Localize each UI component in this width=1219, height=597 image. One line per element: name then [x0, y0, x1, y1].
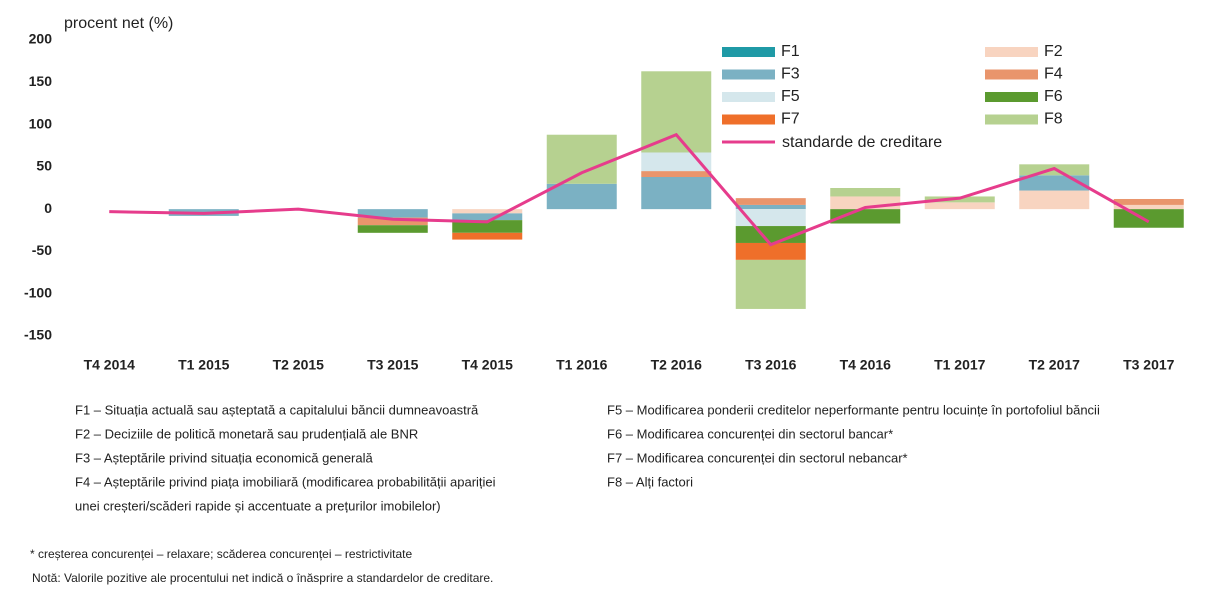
bar-segment: [735, 259, 806, 309]
y-tick-label: 100: [29, 115, 53, 131]
factor-note: F6 – Modificarea concurenței din sectoru…: [607, 426, 893, 441]
bar-segment: [1019, 190, 1090, 210]
bar-segment: [452, 213, 523, 221]
factor-note: F3 – Așteptările privind situația econom…: [75, 450, 373, 465]
bar-segment: [735, 242, 806, 260]
legend-swatch: [722, 114, 775, 125]
legend-label: F2: [1044, 43, 1063, 60]
x-tick-label: T2 2017: [1029, 357, 1081, 373]
factor-note: F7 – Modificarea concurenței din sectoru…: [607, 450, 908, 465]
factor-note: F4 – Așteptările privind piața imobiliar…: [75, 474, 496, 489]
bar-segment: [546, 183, 617, 210]
bar-segment: [452, 209, 523, 214]
y-tick-label: 150: [29, 73, 53, 89]
bar-segment: [546, 134, 617, 184]
x-tick-label: T4 2016: [840, 357, 892, 373]
bar-segment: [735, 209, 806, 227]
bar-segment: [924, 202, 995, 210]
y-tick-label: -50: [32, 242, 52, 258]
factor-note: F5 – Modificarea ponderii creditelor nep…: [607, 402, 1100, 417]
bar-segment: [641, 71, 712, 153]
bar-segment: [452, 220, 523, 233]
legend-swatch: [985, 47, 1038, 57]
legend-label: F3: [781, 66, 800, 83]
legend-swatch: [985, 69, 1038, 80]
bar-segment: [830, 188, 901, 197]
bar-segment: [357, 225, 428, 233]
legend-swatch: [722, 69, 775, 80]
bar-segment: [357, 209, 428, 218]
x-tick-label: T2 2015: [273, 357, 325, 373]
factor-note: F2 – Deciziile de politică monetară sau …: [75, 426, 418, 441]
x-tick-label: T3 2015: [367, 357, 419, 373]
x-tick-label: T1 2017: [934, 357, 986, 373]
bar-segment: [641, 177, 712, 210]
x-tick-label: T3 2017: [1123, 357, 1175, 373]
note: Notă: Valorile pozitive ale procentului …: [32, 571, 493, 585]
factor-note: F1 – Situația actuală sau așteptată a ca…: [75, 402, 479, 417]
legend-swatch: [985, 92, 1038, 102]
y-tick-label: -100: [24, 284, 52, 300]
bar-segment: [357, 217, 428, 226]
x-tick-label: T4 2015: [462, 357, 514, 373]
line-series: [109, 132, 1150, 247]
legend-label: F5: [781, 88, 800, 105]
y-tick-label: 200: [29, 31, 53, 47]
y-tick-label: -150: [24, 327, 52, 343]
bar-segment: [1113, 209, 1184, 228]
bar-segment: [452, 232, 523, 240]
x-tick-label: T4 2014: [84, 357, 136, 373]
legend-swatch: [722, 92, 775, 102]
bar-segment: [735, 198, 806, 205]
factor-note: F8 – Alți factori: [607, 474, 693, 489]
legend-swatch: [722, 47, 775, 57]
legend-label: F6: [1044, 88, 1063, 105]
bar-segment: [641, 171, 712, 178]
y-tick-label: 50: [36, 158, 52, 174]
bar-segment: [1113, 204, 1184, 210]
legend-swatch: [985, 114, 1038, 125]
footnote: * creșterea concurenței – relaxare; scăd…: [30, 547, 413, 561]
x-tick-label: T1 2016: [556, 357, 608, 373]
bar-segment: [1113, 198, 1184, 205]
x-tick-label: T2 2016: [651, 357, 703, 373]
x-tick-label: T3 2016: [745, 357, 797, 373]
legend-label: standarde de creditare: [782, 134, 942, 151]
factor-note: unei creșteri/scăderi rapide și accentua…: [75, 498, 441, 513]
y-axis-label: procent net (%): [64, 15, 173, 32]
legend-label: F4: [1044, 66, 1063, 83]
legend-label: F7: [781, 111, 800, 128]
y-tick-label: 0: [44, 200, 52, 216]
legend-label: F8: [1044, 111, 1063, 128]
legend-label: F1: [781, 43, 800, 60]
x-tick-label: T1 2015: [178, 357, 230, 373]
bar-segment: [735, 204, 806, 210]
